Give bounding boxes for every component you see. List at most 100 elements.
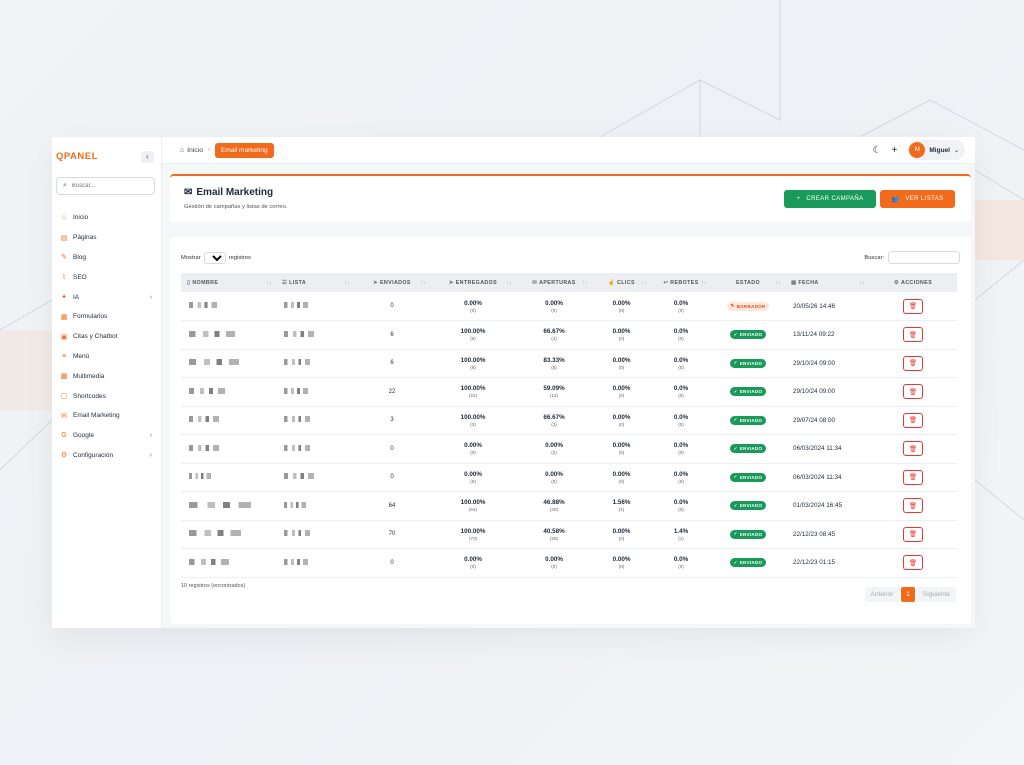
col-fecha[interactable]: ▦ FECHA ↑↓ — [791, 279, 865, 286]
show-suffix: registros — [228, 255, 251, 261]
view-lists-button[interactable]: 👥 VER LISTAS — [880, 190, 955, 208]
cell-estado: ✓ ENVIADO — [711, 492, 785, 521]
sidebar-item[interactable]: ▣ Citas y Chatbot — [52, 327, 161, 347]
breadcrumb-current: Email marketing — [214, 142, 274, 158]
redacted-list — [284, 330, 314, 337]
sidebar-item-label: Citas y Chatbot — [73, 333, 118, 341]
cell-enviados: 70 — [388, 531, 396, 538]
page-size-select[interactable]: 10 — [203, 252, 226, 264]
redacted-name — [189, 416, 219, 423]
app-logo[interactable]: QPANEL — [56, 151, 98, 162]
col-enviados[interactable]: ➤ ENVIADOS ↑↓ — [373, 279, 426, 286]
moon-icon[interactable]: ☾ — [872, 144, 882, 156]
sidebar-item[interactable]: ✎ Blog — [52, 248, 161, 268]
sidebar-item-label: Páginas — [73, 234, 97, 242]
delete-button[interactable]: 🗑 — [903, 384, 923, 400]
sidebar-item[interactable]: ⌂ Inicio — [52, 208, 161, 228]
sidebar-item[interactable]: ▢ Shortcodes — [52, 386, 161, 406]
cell-rebotes: 0.0% (0) — [673, 413, 689, 427]
delete-button[interactable]: 🗑 — [903, 555, 923, 571]
table-row[interactable]: 64 100.00% (64) 46.88% (30) 1.56% (1) 0.0% (0) ✓ E… — [181, 492, 957, 521]
delete-button[interactable]: 🗑 — [903, 412, 923, 428]
col-nombre[interactable]: ▯ NOMBRE ↑↓ — [187, 279, 272, 286]
collapse-sidebar-button[interactable]: ‹ — [141, 150, 154, 163]
col-estado[interactable]: ESTADO ↑↓ — [735, 279, 781, 286]
sidebar-item[interactable]: ▩ Multimedia — [52, 366, 161, 386]
table-row[interactable]: 6 100.00% (6) 66.67% (4) 0.00% (0) 0.0% (0) ✓ ENVI… — [181, 321, 957, 349]
sidebar-item[interactable]: ▤ Páginas — [52, 228, 161, 248]
app-window: QPANEL ‹ ⌕ ⌂Inicio▤Páginas✎Blog⌇SEO✦IA›▦… — [52, 137, 975, 628]
table-row[interactable]: 0 0.00% (0) 0.00% (0) 0.00% (0) 0.0% (0) ✓ ENVIADO… — [181, 463, 957, 492]
sidebar-item[interactable]: ⌇ SEO — [52, 267, 161, 287]
breadcrumb-home[interactable]: ⌂ Inicio — [180, 147, 203, 154]
table-search: Buscar: — [864, 251, 960, 264]
sidebar-item[interactable]: G Google › — [52, 426, 161, 446]
cell-acciones: 🗑 — [869, 549, 957, 578]
delete-button[interactable]: 🗑 — [903, 298, 923, 314]
gear-icon: ⚙ — [60, 452, 68, 460]
sidebar-item[interactable]: ✦ IA › — [52, 287, 161, 307]
cell-nombre — [181, 435, 276, 464]
show-prefix: Mostrar — [181, 255, 201, 261]
table-row[interactable]: 0 0.00% (0) 0.00% (2) 0.00% (0) 0.0% (0) ✓ ENVIADO… — [181, 549, 957, 578]
sidebar-item-label: IA — [73, 293, 80, 301]
status-badge: ✓ ENVIADO — [729, 415, 767, 425]
table-row[interactable]: 70 100.00% (70) 40.58% (28) 0.00% (0) 1.4% (1) ✓ E… — [181, 520, 957, 549]
col-aperturas[interactable]: ✉ APERTURAS ↑↓ — [532, 279, 588, 286]
delete-button[interactable]: 🗑 — [903, 498, 923, 514]
redacted-name — [189, 444, 219, 451]
redacted-name — [189, 330, 235, 337]
user-menu[interactable]: M Miguel ⌄ — [907, 140, 965, 160]
table-search-input[interactable] — [888, 251, 960, 264]
delete-button[interactable]: 🗑 — [903, 355, 923, 371]
sidebar-item[interactable]: ⚙ Configuración › — [52, 446, 161, 466]
sort-icon: ↑↓ — [506, 279, 512, 286]
page-header: ✉ Email Marketing Gestión de campañas y … — [170, 174, 971, 222]
pagination-next[interactable]: Siguiente — [916, 587, 956, 602]
sort-icon: ↑↓ — [266, 279, 272, 286]
table-row[interactable]: 6 100.00% (6) 83.33% (5) 0.00% (0) 0.0% (0) ✓ ENVI… — [181, 349, 957, 378]
delete-button[interactable]: 🗑 — [903, 327, 923, 343]
plus-icon[interactable]: + — [891, 144, 898, 156]
redacted-name — [189, 530, 241, 537]
pagination-page-current[interactable]: 1 — [901, 587, 915, 602]
list-icon: ☰ — [282, 279, 288, 286]
cell-entregados: 100.00% (3) — [460, 413, 486, 427]
trash-icon: 🗑 — [908, 474, 918, 482]
sort-icon: ↑↓ — [641, 279, 647, 286]
col-clics[interactable]: ☝ CLICS ↑↓ — [608, 279, 647, 286]
table-row[interactable]: 3 100.00% (3) 66.67% (2) 0.00% (0) 0.0% (0) ✓ ENVI… — [181, 406, 957, 435]
delete-button[interactable]: 🗑 — [903, 441, 923, 457]
campaigns-table: ▯ NOMBRE ↑↓ ☰ LISTA ↑↓ ➤ ENVIADOS ↑↓ ➤ ENTREGAD… — [181, 273, 957, 578]
main-content: ⌂ Inicio › Email marketing ☾ + M Miguel … — [162, 137, 975, 628]
pagination-prev[interactable]: Anterior — [864, 587, 900, 602]
sidebar-search[interactable]: ⌕ — [56, 177, 155, 195]
cell-clics: 0.00% (0) — [612, 556, 631, 570]
cell-rebotes: 0.0% (0) — [673, 385, 689, 399]
table-row[interactable]: 0 0.00% (0) 0.00% (0) 0.00% (0) 0.0% (0) ✎ BORRADO… — [181, 292, 957, 321]
delete-button[interactable]: 🗑 — [903, 469, 923, 485]
sidebar-item-label: Email Marketing — [73, 412, 120, 420]
cell-clics: 0.00% (0) — [612, 470, 631, 484]
trash-icon: 🗑 — [908, 445, 918, 453]
cell-acciones: 🗑 — [869, 520, 957, 549]
cell-fecha: 06/03/2024 11:34 — [793, 473, 842, 481]
trash-icon: 🗑 — [908, 360, 918, 368]
table-row[interactable]: 0 0.00% (0) 0.00% (2) 0.00% (0) 0.0% (0) ✓ ENVIADO… — [181, 435, 957, 464]
sidebar-item[interactable]: ▦ Formularios — [52, 307, 161, 327]
sidebar-item[interactable]: ≡ Menú — [52, 347, 161, 367]
col-rebotes[interactable]: ↩ REBOTES ↑↓ — [663, 279, 707, 286]
table-row[interactable]: 22 100.00% (22) 59.09% (13) 0.00% (0) 0.0% (0) ✓ E… — [181, 378, 957, 406]
cell-rebotes: 0.0% (0) — [673, 299, 689, 313]
sidebar-item[interactable]: ✉ Email Marketing — [52, 406, 161, 426]
chevron-right-icon: › — [149, 451, 152, 459]
col-lista[interactable]: ☰ LISTA ↑↓ — [282, 279, 350, 286]
delete-button[interactable]: 🗑 — [903, 526, 923, 542]
cell-estado: ✎ BORRADOR — [711, 292, 785, 321]
col-entregados[interactable]: ➤ ENTREGADOS ↑↓ — [448, 279, 512, 286]
status-badge: ✎ BORRADOR — [726, 301, 770, 311]
sidebar-search-input[interactable] — [71, 183, 142, 189]
create-campaign-button[interactable]: + CREAR CAMPAÑA — [784, 190, 876, 208]
cell-aperturas: 0.00% (0) — [545, 299, 563, 313]
sidebar-item-label: Inicio — [73, 214, 89, 222]
